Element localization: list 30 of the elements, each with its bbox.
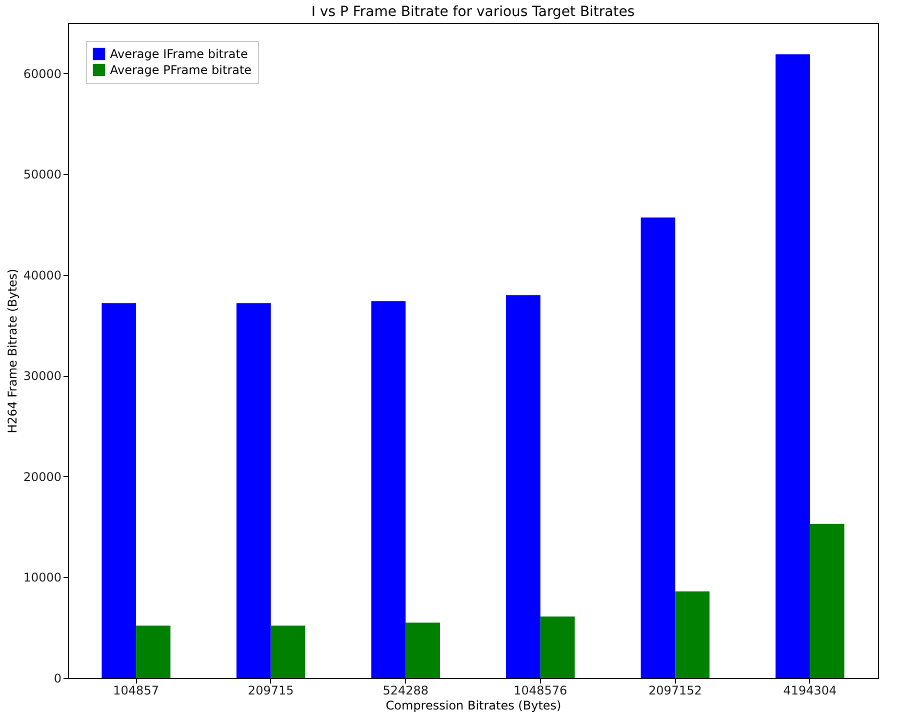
x-tick-label: 209715 xyxy=(248,684,294,698)
bar xyxy=(406,622,440,678)
bar xyxy=(810,524,844,678)
bar xyxy=(506,295,540,678)
x-tick-label: 104857 xyxy=(113,684,159,698)
bar xyxy=(540,616,575,678)
y-tick-label: 20000 xyxy=(23,470,62,484)
y-tick-label: 40000 xyxy=(23,268,62,282)
bar xyxy=(270,626,306,678)
y-axis-title: H264 Frame Bitrate (Bytes) xyxy=(5,268,20,434)
x-tick-label: 1048576 xyxy=(514,684,568,698)
chart-title: I vs P Frame Bitrate for various Target Bitrates xyxy=(311,4,635,20)
bar xyxy=(236,303,271,678)
bar xyxy=(102,303,136,678)
bar xyxy=(640,217,676,678)
y-tick-label: 50000 xyxy=(23,168,62,182)
y-tick-label: 0 xyxy=(54,672,62,686)
bar xyxy=(136,626,170,678)
bar xyxy=(371,301,406,678)
y-tick-label: 30000 xyxy=(23,369,62,384)
x-axis-title: Compression Bitrates (Bytes) xyxy=(386,698,562,712)
legend-label: Average IFrame bitrate xyxy=(110,47,248,61)
x-tick-label: 2097152 xyxy=(648,684,702,698)
bar xyxy=(675,591,710,678)
y-tick-label: 10000 xyxy=(23,570,62,585)
legend-label: Average PFrame bitrate xyxy=(110,63,252,77)
x-tick-label: 524288 xyxy=(382,684,429,698)
bar xyxy=(776,54,810,678)
x-tick-label: 4194304 xyxy=(783,684,837,698)
y-tick-label: 60000 xyxy=(23,66,62,81)
